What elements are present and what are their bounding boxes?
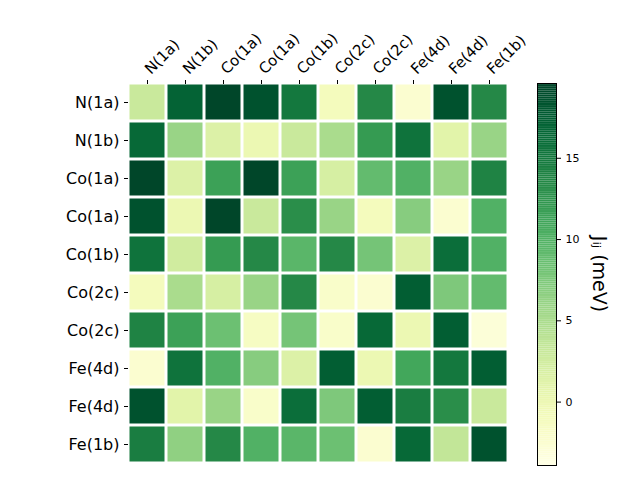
- svg-text:Co(1b): Co(1b): [66, 245, 120, 264]
- svg-text:Fe(4d): Fe(4d): [69, 359, 120, 378]
- svg-text:N(1b): N(1b): [179, 35, 221, 77]
- svg-text:N(1a): N(1a): [75, 93, 119, 112]
- svg-text:Co(1a): Co(1a): [255, 30, 303, 78]
- svg-text:N(1b): N(1b): [75, 131, 120, 150]
- svg-text:Co(1a): Co(1a): [217, 30, 265, 78]
- svg-text:Co(2c): Co(2c): [331, 30, 378, 77]
- svg-text:Fe(4d): Fe(4d): [69, 397, 120, 416]
- svg-text:Fe(4d): Fe(4d): [445, 31, 492, 78]
- html-text:Jᵢⱼ (meV): Jᵢⱼ (meV): [589, 235, 611, 313]
- svg-text:10: 10: [566, 233, 580, 246]
- svg-text:0: 0: [566, 396, 573, 409]
- svg-text:Co(2c): Co(2c): [67, 283, 119, 302]
- svg-text:Fe(1b): Fe(1b): [69, 435, 120, 454]
- svg-text:Co(2c): Co(2c): [67, 321, 119, 340]
- svg-text:Fe(4d): Fe(4d): [407, 31, 454, 78]
- svg-text:N(1a): N(1a): [141, 36, 183, 78]
- svg-text:15: 15: [566, 152, 580, 165]
- svg-text:5: 5: [566, 314, 573, 327]
- svg-text:Co(1a): Co(1a): [66, 169, 119, 188]
- svg-text:Co(1b): Co(1b): [293, 30, 341, 78]
- svg-text:Fe(1b): Fe(1b): [483, 31, 530, 78]
- svg-text:Co(2c): Co(2c): [369, 30, 416, 77]
- svg-text:Co(1a): Co(1a): [66, 207, 119, 226]
